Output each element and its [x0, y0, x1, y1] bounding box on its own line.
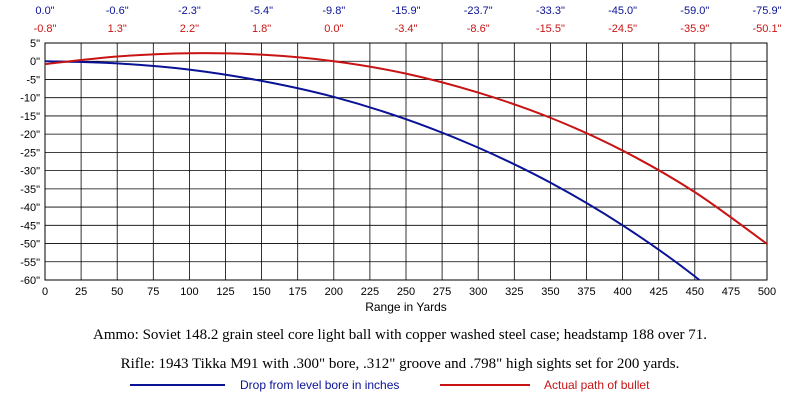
path-value-label: -15.5" — [536, 23, 565, 35]
drop-value-label: -9.8" — [322, 5, 345, 17]
series-lines — [45, 52, 767, 280]
x-tick-label: 425 — [650, 286, 668, 298]
caption-rifle: Rifle: 1943 Tikka M91 with .300" bore, .… — [121, 356, 680, 372]
x-tick-label: 300 — [469, 286, 487, 298]
legend-label-path: Actual path of bullet — [544, 378, 650, 392]
x-tick-label: 150 — [252, 286, 270, 298]
x-tick-label: 175 — [289, 286, 307, 298]
x-tick-label: 350 — [541, 286, 559, 298]
series-line-path — [45, 52, 767, 245]
y-tick-label: 0" — [30, 56, 40, 68]
x-tick-label: 250 — [397, 286, 415, 298]
path-value-label: -50.1" — [753, 23, 782, 35]
path-value-label: 0.0" — [324, 23, 343, 35]
path-value-label: 2.2" — [180, 23, 199, 35]
y-tick-label: -15" — [20, 111, 40, 123]
top-labels: 0.0" -0.6" -2.3" -5.4" -9.8" -15.9" -23.7" -33.… — [34, 5, 782, 35]
y-tick-label: 5" — [30, 38, 40, 50]
y-tick-label: -50" — [20, 239, 40, 251]
y-tick-label: -10" — [20, 93, 40, 105]
drop-value-label: -2.3" — [178, 5, 201, 17]
x-tick-label: 100 — [180, 286, 198, 298]
drop-value-label: -59.0" — [680, 5, 709, 17]
x-tick-label: 500 — [758, 286, 776, 298]
y-axis-ticks: 5" 0" -5" -10" -15" -20" -25" -30" -35" -40" -45" -… — [20, 38, 40, 287]
x-tick-label: 450 — [686, 286, 704, 298]
x-tick-label: 75 — [147, 286, 159, 298]
y-tick-label: -20" — [20, 129, 40, 141]
x-tick-label: 0 — [42, 286, 48, 298]
x-tick-label: 25 — [75, 286, 87, 298]
y-tick-label: -5" — [26, 74, 40, 86]
x-axis-ticks: 0 25 50 75 100 125 150 175 200 225 250 275 300 325 350… — [42, 286, 776, 298]
drop-value-label: -23.7" — [464, 5, 493, 17]
caption-ammo: Ammo: Soviet 148.2 grain steel core ligh… — [93, 327, 707, 343]
x-axis-label: Range in Yards — [365, 300, 447, 314]
path-value-label: 1.8" — [252, 23, 271, 35]
y-tick-label: -60" — [20, 275, 40, 287]
x-tick-label: 200 — [325, 286, 343, 298]
drop-value-label: -45.0" — [608, 5, 637, 17]
x-tick-label: 275 — [433, 286, 451, 298]
path-value-label: -35.9" — [680, 23, 709, 35]
x-tick-label: 325 — [505, 286, 523, 298]
path-value-label: -8.6" — [467, 23, 490, 35]
y-tick-label: -55" — [20, 257, 40, 269]
x-tick-label: 50 — [111, 286, 123, 298]
x-tick-label: 475 — [722, 286, 740, 298]
y-tick-label: -35" — [20, 184, 40, 196]
y-tick-label: -25" — [20, 147, 40, 159]
y-tick-label: -40" — [20, 202, 40, 214]
drop-value-label: 0.0" — [35, 5, 54, 17]
path-value-label: -0.8" — [34, 23, 57, 35]
x-tick-label: 375 — [577, 286, 595, 298]
y-tick-label: -30" — [20, 166, 40, 178]
x-tick-label: 225 — [361, 286, 379, 298]
y-tick-label: -45" — [20, 220, 40, 232]
path-value-label: -24.5" — [608, 23, 637, 35]
drop-value-label: -33.3" — [536, 5, 565, 17]
x-tick-label: 125 — [216, 286, 234, 298]
legend: Drop from level bore in inches Actual pa… — [130, 378, 650, 392]
drop-value-label: -15.9" — [392, 5, 421, 17]
drop-value-label: -0.6" — [106, 5, 129, 17]
x-tick-label: 400 — [613, 286, 631, 298]
plot-frame — [44, 42, 768, 281]
drop-value-label: -75.9" — [753, 5, 782, 17]
series-line-drop — [45, 60, 701, 280]
path-value-label: 1.3" — [108, 23, 127, 35]
drop-value-label: -5.4" — [250, 5, 273, 17]
legend-label-drop: Drop from level bore in inches — [240, 378, 399, 392]
grid — [44, 42, 768, 281]
path-value-label: -3.4" — [395, 23, 418, 35]
